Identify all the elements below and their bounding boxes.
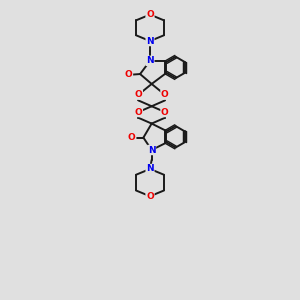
Text: O: O — [125, 70, 132, 80]
Text: N: N — [148, 146, 155, 154]
Text: O: O — [146, 10, 154, 19]
Text: O: O — [135, 90, 142, 99]
Text: O: O — [146, 192, 154, 201]
Text: O: O — [161, 107, 169, 116]
Text: O: O — [135, 107, 142, 116]
Text: N: N — [146, 37, 154, 46]
Text: N: N — [146, 164, 154, 173]
Text: O: O — [128, 133, 136, 142]
Text: O: O — [161, 90, 169, 99]
Text: N: N — [146, 56, 154, 65]
